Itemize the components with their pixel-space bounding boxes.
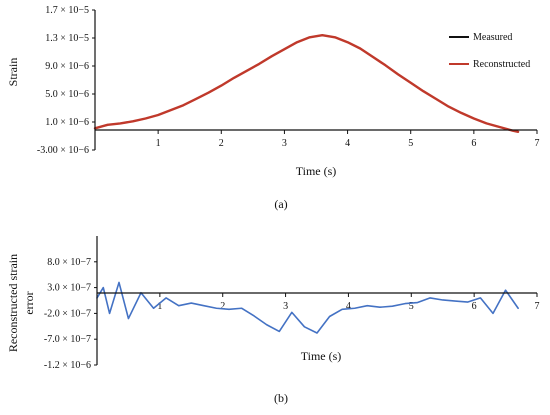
panel-a-series (93, 34, 520, 134)
panel-a-x-tick-label: 1 (156, 138, 161, 149)
panel-a: -3.00 × 10−6 1.0 × 10−6 5.0 × 10−6 9.0 × 10… (6, 5, 540, 211)
panel-a-y-tick-label: 1.7 × 10−5 (45, 5, 89, 16)
panel-a-x-ticks: 1 2 3 4 5 6 7 (156, 130, 540, 149)
panel-a-x-tick-label: 2 (219, 138, 224, 149)
panel-a-x-axis-title: Time (s) (296, 164, 337, 178)
panel-a-y-tick-label: 9.0 × 10−6 (45, 61, 89, 72)
panel-b-x-tick-label: 5 (409, 301, 414, 312)
legend-reconstructed-label: Reconstructed (473, 59, 530, 70)
panel-b-y-tick-label: -7.0 × 10−7 (44, 334, 91, 345)
panel-a-x-tick-label: 5 (408, 138, 413, 149)
panel-a-label: (a) (274, 197, 287, 211)
panel-b-x-tick-label: 3 (283, 301, 288, 312)
panel-b-x-tick-label: 6 (472, 301, 477, 312)
panel-a-x-tick-label: 6 (471, 138, 476, 149)
panel-b-x-tick-label: 4 (346, 301, 351, 312)
panel-a-y-tick-label: 5.0 × 10−6 (45, 89, 89, 100)
panel-b-x-axis-title: Time (s) (301, 349, 342, 363)
panel-a-legend: Measured Reconstructed (449, 32, 530, 70)
panel-b-label: (b) (274, 391, 288, 405)
panel-a-x-tick-label: 7 (535, 138, 540, 149)
panel-a-y-axis-title: Strain (6, 58, 20, 87)
panel-b: -1.2 × 10−6 -7.0 × 10−7 -2.0 × 10−7 3.0 × 1… (6, 236, 540, 405)
panel-a-y-tick-label: -3.00 × 10−6 (37, 145, 89, 156)
panel-b-x-tick-label: 1 (157, 301, 162, 312)
panel-a-x-tick-label: 3 (282, 138, 287, 149)
panel-b-x-tick-label: 2 (220, 301, 225, 312)
panel-b-y-axis-title-line2: error (22, 291, 36, 314)
panel-b-y-tick-label: 3.0 × 10−7 (47, 283, 91, 294)
panel-b-y-axis-title-line1: Reconstructed strain (6, 254, 20, 352)
panel-a-x-tick-label: 4 (345, 138, 350, 149)
reconstructed-series-line (93, 34, 520, 134)
panel-a-y-ticks: -3.00 × 10−6 1.0 × 10−6 5.0 × 10−6 9.0 × 10… (37, 5, 95, 156)
panel-b-y-tick-label: 8.0 × 10−7 (47, 257, 91, 268)
measured-series-line (94, 34, 519, 133)
legend-measured-label: Measured (473, 32, 512, 43)
panel-b-y-tick-label: -1.2 × 10−6 (44, 360, 91, 371)
panel-b-x-ticks: 1 2 3 4 5 6 7 (157, 293, 540, 312)
panel-b-y-tick-label: -2.0 × 10−7 (44, 308, 91, 319)
panel-a-y-tick-label: 1.3 × 10−5 (45, 33, 89, 44)
panel-a-y-tick-label: 1.0 × 10−6 (45, 117, 89, 128)
panel-b-series (96, 281, 519, 334)
panel-b-y-ticks: -1.2 × 10−6 -7.0 × 10−7 -2.0 × 10−7 3.0 × 1… (44, 257, 97, 371)
error-series-line (96, 281, 519, 334)
panel-b-x-tick-label: 7 (535, 301, 540, 312)
